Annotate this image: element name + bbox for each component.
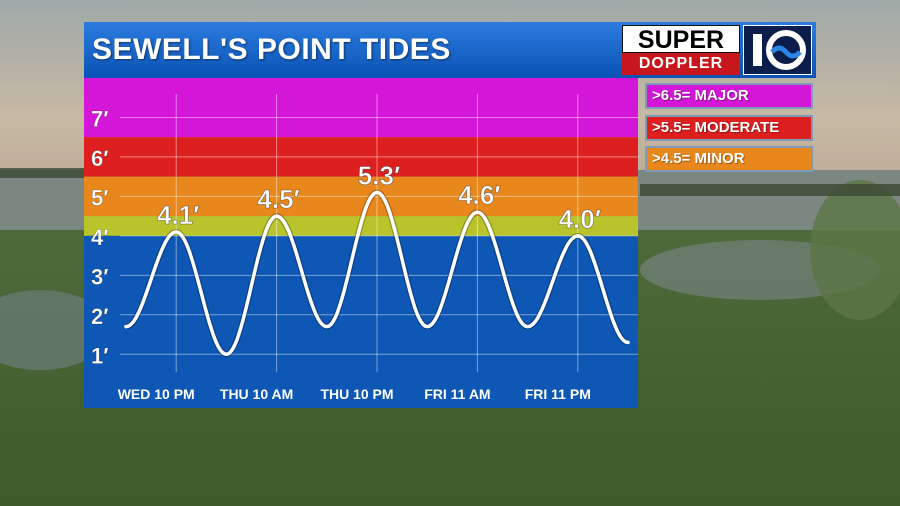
band-4 [84,235,638,374]
legend-moderate-label: >5.5= MODERATE [652,119,780,136]
band-0 [84,78,638,138]
legend-moderate: >5.5= MODERATE [645,115,813,141]
peak-label-1: 4.5′ [257,184,299,214]
logo-super-text: SUPER [622,25,740,54]
tide-chart: 1′ 2′ 3′ 4′ 5′ 6′ 7′ WED 10 PM THU 10 AM THU 10 P… [84,78,638,408]
y-tick-label-1: 1′ [91,343,109,368]
peak-label-3: 4.6′ [458,180,500,210]
x-tick-label-2: THU 10 PM [320,386,393,402]
peak-label-0: 4.1′ [157,200,199,230]
x-tick-label-4: FRI 11 PM [525,386,591,402]
y-tick-label-4: 4′ [91,225,109,250]
y-tick-label-3: 3′ [91,264,109,289]
x-axis-strip [84,374,638,408]
legend-minor-label: >4.5= MINOR [652,150,745,167]
legend-minor: >4.5= MINOR [645,146,813,172]
peak-label-4: 4.0′ [559,204,601,234]
legend-major: >6.5= MAJOR [645,83,813,109]
tide-chart-svg: 1′ 2′ 3′ 4′ 5′ 6′ 7′ WED 10 PM THU 10 AM THU 10 P… [84,78,638,408]
tide-curve [124,190,630,357]
y-tick-label-7: 7′ [91,106,109,131]
y-tick-label-6: 6′ [91,146,109,171]
wavy-10-icon [743,25,812,75]
logo-doppler-text: DOPPLER [622,53,740,75]
super-doppler-logo: SUPER DOPPLER [622,25,812,75]
peak-label-2: 5.3′ [358,160,400,190]
band-1 [84,137,638,177]
x-tick-label-3: FRI 11 AM [424,386,490,402]
y-tick-label-2: 2′ [91,304,109,329]
y-tick-label-5: 5′ [91,185,109,210]
legend-major-label: >6.5= MAJOR [652,87,749,104]
chart-title: SEWELL'S POINT TIDES [92,33,451,66]
x-tick-label-1: THU 10 AM [220,386,293,402]
x-tick-label-0: WED 10 PM [118,386,195,402]
band-2 [84,176,638,217]
